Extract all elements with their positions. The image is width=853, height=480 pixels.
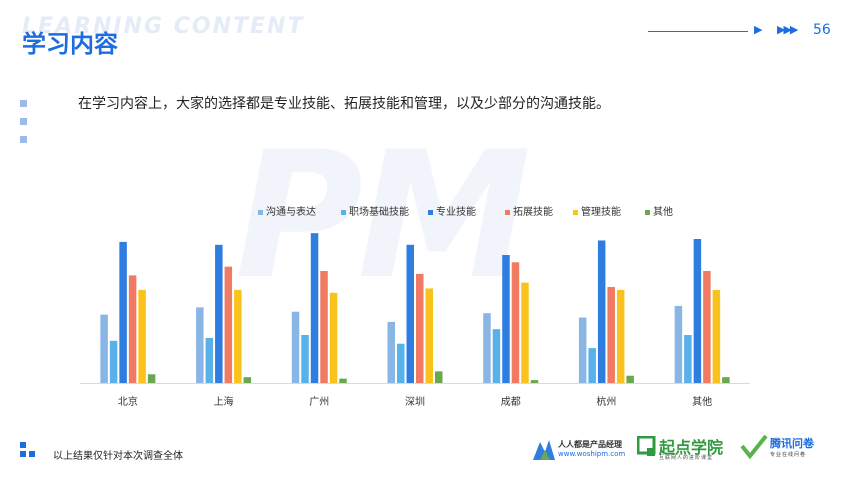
bar xyxy=(722,377,730,383)
bar xyxy=(578,317,587,383)
bar xyxy=(597,240,606,383)
bar xyxy=(483,313,491,383)
bar xyxy=(684,335,692,383)
legend-swatch xyxy=(258,210,263,215)
legend-label: 拓展技能 xyxy=(513,205,553,218)
bar xyxy=(502,255,510,383)
bar xyxy=(607,287,615,383)
bar xyxy=(703,271,711,383)
legend-swatch xyxy=(573,210,578,215)
bar xyxy=(138,289,146,383)
legend-swatch xyxy=(505,210,510,215)
bar xyxy=(588,348,596,383)
legend-swatch xyxy=(645,210,650,215)
bar xyxy=(147,374,156,383)
category-label: 杭州 xyxy=(596,395,616,408)
header-divider xyxy=(648,31,748,32)
category-label: 北京 xyxy=(118,395,138,408)
legend-label: 管理技能 xyxy=(581,205,621,218)
pm-watermark: PM xyxy=(235,115,531,318)
bar xyxy=(100,314,108,383)
category-label: 成都 xyxy=(501,396,521,408)
bar xyxy=(693,239,702,383)
bar xyxy=(310,233,319,383)
legend-swatch xyxy=(341,210,346,215)
qidian-logo: 起点学院 互联网人的进阶课堂 xyxy=(637,434,737,462)
tencent-wenjuan-logo: 腾讯问卷 专业在线问卷 xyxy=(740,432,830,462)
bar xyxy=(119,241,127,383)
bar xyxy=(530,380,539,383)
decor-square-1 xyxy=(20,100,27,107)
category-label: 深圳 xyxy=(405,396,425,408)
bar xyxy=(712,289,721,383)
legend-label: 其他 xyxy=(653,205,673,218)
woshipm-logo: 人人都是产品经理 www.woshipm.com xyxy=(533,436,633,462)
decor-square-2 xyxy=(20,118,27,125)
qidian-mark-icon xyxy=(637,436,656,456)
legend-label: 专业技能 xyxy=(436,205,476,218)
triple-arrow-icon: ▶▶▶ xyxy=(777,23,798,36)
category-label: 上海 xyxy=(214,395,234,408)
bar xyxy=(616,289,625,383)
woshipm-url: www.woshipm.com xyxy=(558,450,626,458)
bar xyxy=(492,329,501,383)
legend-swatch xyxy=(428,210,433,215)
page-number: 56 xyxy=(813,22,831,38)
bar xyxy=(674,305,683,383)
category-label: 其他 xyxy=(692,395,712,408)
bar xyxy=(320,271,328,383)
bar xyxy=(329,292,338,383)
wenjuan-name: 腾讯问卷 xyxy=(770,437,814,450)
bar xyxy=(205,337,214,383)
wenjuan-tagline: 专业在线问卷 xyxy=(770,452,807,458)
woshipm-name: 人人都是产品经理 xyxy=(558,440,622,449)
bar xyxy=(416,273,424,383)
legend-label: 职场基础技能 xyxy=(349,205,409,218)
bar xyxy=(425,288,433,383)
checkmark-icon xyxy=(740,434,768,460)
bar xyxy=(234,289,242,383)
decor-square-3 xyxy=(20,136,27,143)
legend-label: 沟通与表达 xyxy=(266,205,316,218)
page-title: 学习内容 xyxy=(22,30,118,58)
category-label: 广州 xyxy=(309,396,329,408)
bar xyxy=(215,244,223,383)
qidian-name: 起点学院 xyxy=(659,438,724,457)
bar xyxy=(109,340,118,383)
background-section-label: LEARNING CONTENT xyxy=(22,14,305,39)
bar xyxy=(387,321,395,383)
bar xyxy=(339,378,347,383)
bar xyxy=(196,307,204,383)
footer-squares-icon xyxy=(20,442,42,462)
bar xyxy=(128,275,137,383)
bar xyxy=(224,266,233,383)
bar xyxy=(626,375,634,383)
bar xyxy=(406,244,414,383)
bar xyxy=(511,262,520,383)
bar xyxy=(397,343,405,383)
intro-text: 在学习内容上，大家的选择都是专业技能、拓展技能和管理，以及少部分的沟通技能。 xyxy=(78,96,610,112)
woshipm-mark-icon xyxy=(533,440,555,460)
qidian-tagline: 互联网人的进阶课堂 xyxy=(659,455,714,461)
bar xyxy=(291,311,300,383)
bar xyxy=(243,377,252,383)
footer-note: 以上结果仅针对本次调查全体 xyxy=(53,451,183,462)
bar xyxy=(521,282,529,383)
bar xyxy=(435,371,443,383)
arrow-right-icon: ▶ xyxy=(754,23,763,36)
bar xyxy=(301,335,309,383)
